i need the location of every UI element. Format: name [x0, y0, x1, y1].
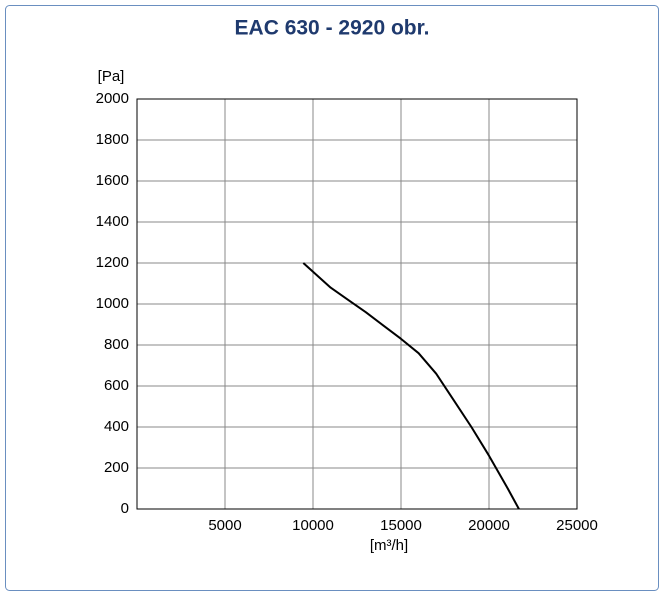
y-tick-label: 1200	[96, 254, 129, 271]
y-tick-label: 400	[104, 418, 129, 435]
y-tick-label: 600	[104, 377, 129, 394]
x-axis-label: [m³/h]	[370, 537, 408, 554]
y-tick-label: 1000	[96, 295, 129, 312]
curve	[302, 262, 520, 510]
y-tick-label: 0	[121, 500, 129, 517]
y-tick-label: 1600	[96, 172, 129, 189]
plot-border	[136, 98, 578, 510]
y-axis-label: [Pa]	[98, 68, 125, 85]
y-tick-label: 1400	[96, 213, 129, 230]
x-tick-label: 20000	[468, 517, 510, 534]
y-tick-label: 2000	[96, 90, 129, 107]
chart-title: EAC 630 - 2920 obr.	[235, 17, 430, 40]
y-tick-label: 1800	[96, 131, 129, 148]
x-tick-label: 15000	[380, 517, 422, 534]
frame	[5, 5, 659, 591]
x-tick-label: 5000	[208, 517, 241, 534]
y-tick-label: 200	[104, 459, 129, 476]
x-tick-label: 10000	[292, 517, 334, 534]
x-tick-label: 25000	[556, 517, 598, 534]
y-tick-label: 800	[104, 336, 129, 353]
